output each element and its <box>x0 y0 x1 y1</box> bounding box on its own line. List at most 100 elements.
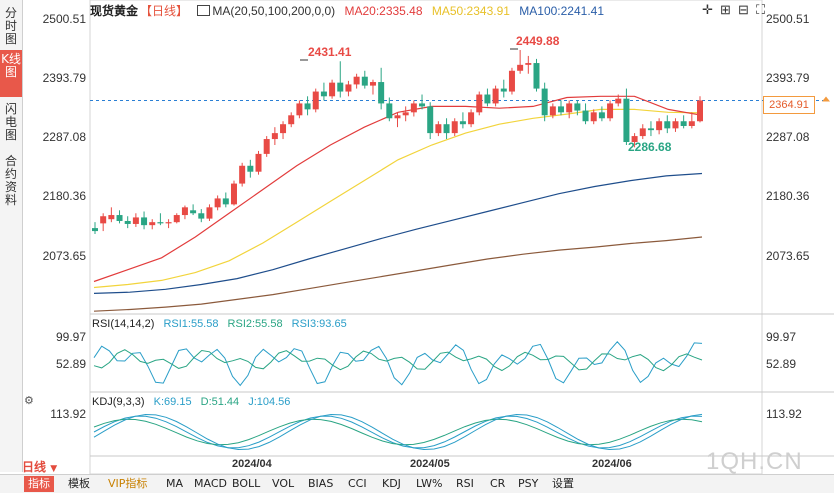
kdj-j-value: J:104.56 <box>248 396 291 408</box>
chart-header: 现货黄金 【日线】 MA(20,50,100,200,0,0) MA20:2335… <box>90 2 610 20</box>
kdj-k-value: K:69.15 <box>153 396 192 408</box>
candle-body <box>598 112 605 119</box>
rsi-title[interactable]: RSI(14,14,2) <box>92 318 155 330</box>
rsi-tick-right: 52.89 <box>766 357 797 371</box>
crosshair-icon[interactable]: ✛ <box>702 2 713 17</box>
price-tick-right: 2500.51 <box>766 12 810 26</box>
candle-body <box>410 103 417 113</box>
rsi2-value: RSI2:55.58 <box>227 318 283 330</box>
candle-body <box>508 70 515 92</box>
ma200-line <box>93 236 703 312</box>
sidebar-tab-timeshare[interactable]: 分时图 <box>4 6 17 46</box>
candle-body <box>271 133 278 140</box>
candle-body <box>451 121 458 134</box>
candle-body <box>607 103 614 119</box>
tab-templates[interactable]: 模板 <box>68 477 90 490</box>
ma-settings[interactable]: MA(20,50,100,200,0,0) <box>212 4 336 18</box>
candle-body <box>468 112 475 125</box>
candle-body <box>402 112 409 116</box>
candle-body <box>239 165 246 184</box>
tab-macd[interactable]: MACD <box>194 477 227 490</box>
candle-body <box>664 121 671 129</box>
candle-body <box>124 220 131 224</box>
candle-body <box>132 217 139 224</box>
tab-cr[interactable]: CR <box>490 477 506 490</box>
sidebar-tab-contract-info[interactable]: 合约资料 <box>4 154 17 207</box>
candle-body <box>263 139 270 154</box>
tab-lw[interactable]: LW% <box>416 477 443 490</box>
candle-body <box>369 82 376 86</box>
sidebar-tab-flash[interactable]: 闪电图 <box>4 102 17 142</box>
tab-rsi[interactable]: RSI <box>456 477 474 490</box>
rsi-header: RSI(14,14,2) RSI1:55.58 RSI2:55.58 RSI3:… <box>92 318 353 330</box>
price-tick-left: 2287.08 <box>42 130 86 144</box>
candle-body <box>582 110 589 122</box>
candle-body <box>549 106 556 116</box>
tab-bias[interactable]: BIAS <box>308 477 334 490</box>
kdj-d-line <box>93 418 703 446</box>
rsi3-value: RSI3:93.65 <box>291 318 347 330</box>
tab-vip-indicators[interactable]: VIP指标 <box>108 477 148 490</box>
rsi1-value: RSI1:55.58 <box>163 318 219 330</box>
tab-ma[interactable]: MA <box>166 477 184 490</box>
date-tick: 2024/05 <box>410 458 450 470</box>
candle-body <box>656 121 663 131</box>
ma20-value: MA20:2335.48 <box>344 4 423 18</box>
price-tick-right: 2180.36 <box>766 189 810 203</box>
tab-indicators[interactable]: 指标 <box>24 476 54 492</box>
tab-kdj[interactable]: KDJ <box>382 477 401 490</box>
watermark-logo: 1QH.CN <box>706 448 803 475</box>
kdj-tick-right: 113.92 <box>766 407 802 421</box>
ma-settings-icon[interactable] <box>197 5 211 16</box>
candle-body <box>574 103 581 111</box>
candle-body <box>190 210 197 214</box>
rsi2-line <box>93 349 703 372</box>
ma20-line <box>93 95 703 283</box>
candle-body <box>590 112 597 122</box>
candle-body <box>419 103 426 107</box>
fullscreen-icon[interactable]: ⛶ <box>756 2 766 17</box>
candle-body <box>639 128 646 137</box>
tab-vol[interactable]: VOL <box>272 477 295 490</box>
candle-body <box>484 94 491 104</box>
candle-body <box>214 198 221 208</box>
candle-body <box>157 222 164 224</box>
candle-body <box>165 222 172 224</box>
candle-body <box>149 222 156 226</box>
sidebar-tab-kline[interactable]: K线图 <box>0 50 22 97</box>
kdj-settings-icon[interactable]: ⚙ <box>24 395 34 407</box>
candle-body <box>500 88 507 92</box>
candle-body <box>476 94 483 113</box>
price-tick-left: 2180.36 <box>42 189 86 203</box>
candle-body <box>443 124 450 134</box>
tab-boll[interactable]: BOLL <box>232 477 261 490</box>
indicator-toolbar: 指标 模板 VIP指标 MA MACD BOLL VOL BIAS CCI KD… <box>0 474 834 493</box>
tab-psy[interactable]: PSY <box>518 477 539 490</box>
rsi1-line <box>93 341 703 387</box>
candle-body <box>288 115 295 125</box>
candle-body <box>435 124 442 134</box>
sidebar: 分时图 K线图 闪电图 合约资料 <box>0 0 23 472</box>
kdj-j-line <box>93 413 703 451</box>
zoom-out-icon[interactable]: ⊟ <box>738 2 749 17</box>
candle-body <box>361 76 368 86</box>
candle-body <box>533 63 540 89</box>
candle-body <box>541 88 548 116</box>
tab-cci[interactable]: CCI <box>348 477 367 490</box>
period-select-button[interactable]: 日线 ▼ <box>22 458 82 474</box>
price-tick-left: 2500.51 <box>42 12 86 26</box>
ma50-line <box>93 108 703 289</box>
zoom-in-icon[interactable]: ⊞ <box>720 2 731 17</box>
kdj-title[interactable]: KDJ(9,3,3) <box>92 396 145 408</box>
candle-body <box>525 63 532 65</box>
candle-body <box>198 213 205 219</box>
kdj-k-line <box>93 415 703 449</box>
candle-body <box>173 215 180 223</box>
candle-body <box>394 115 401 119</box>
candle-body <box>353 76 360 85</box>
ma100-value: MA100:2241.41 <box>519 4 605 18</box>
tab-settings[interactable]: 设置 <box>552 477 574 490</box>
candle-body <box>320 91 327 97</box>
candle-body <box>230 183 237 205</box>
